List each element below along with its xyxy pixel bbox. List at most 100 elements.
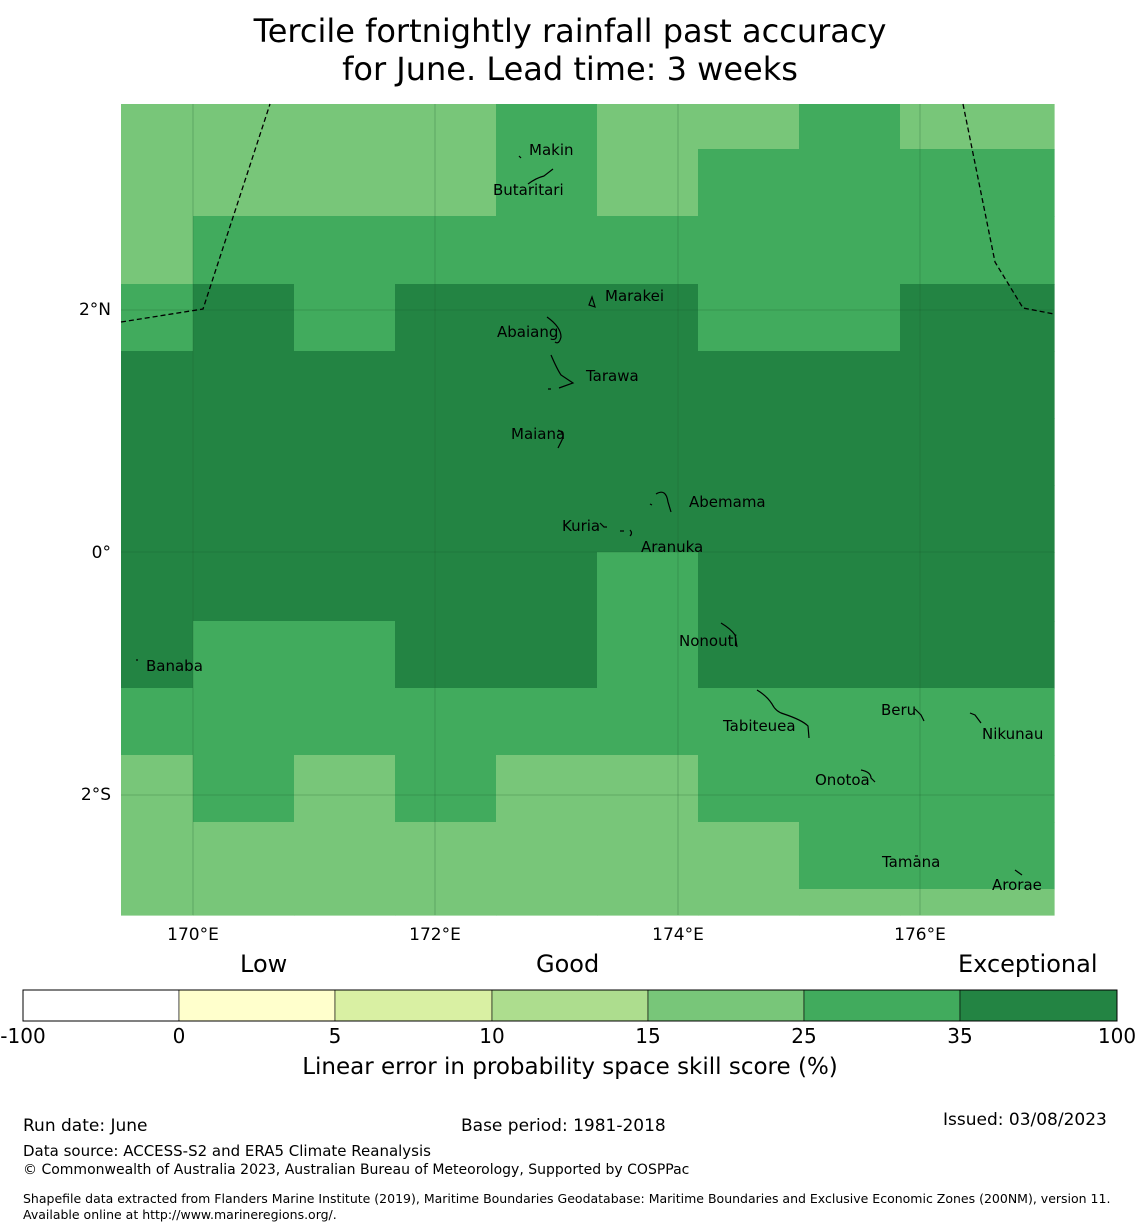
skill-cell: [698, 418, 800, 486]
colorbar-segment: [647, 989, 805, 1022]
skill-cell: [698, 216, 800, 285]
skill-cell: [395, 822, 497, 890]
colorbar: [22, 989, 1118, 1022]
skill-cell: [294, 822, 396, 890]
place-label: Abemama: [689, 493, 766, 511]
place-label: Nonouti: [679, 632, 738, 650]
skill-cell: [900, 485, 1055, 553]
skill-cell: [395, 418, 497, 486]
skill-cell: [496, 621, 598, 689]
x-tick-label: 176°E: [894, 925, 946, 945]
place-label: Onotoa: [815, 771, 870, 789]
eez-boundaries: [120, 103, 1055, 323]
skill-cell: [496, 216, 598, 285]
skill-cell: [193, 216, 295, 285]
skill-cell: [698, 552, 800, 622]
skill-cell: [121, 621, 194, 689]
skill-cell: [698, 822, 800, 890]
skill-cell: [294, 889, 396, 916]
chart-title-line-2: for June. Lead time: 3 weeks: [342, 50, 798, 88]
skill-cell: [395, 216, 497, 285]
place-label: Tamana: [881, 853, 940, 871]
skill-cell: [799, 755, 901, 823]
skill-cell: [900, 284, 1055, 352]
skill-cell: [121, 552, 194, 622]
skill-cell: [496, 822, 598, 890]
colorbar-tick-label: 25: [791, 1024, 817, 1048]
skill-cell: [597, 822, 699, 890]
skill-cell: [294, 149, 396, 217]
skill-cell: [193, 822, 295, 890]
skill-cell: [496, 284, 598, 352]
skill-cell: [799, 485, 901, 553]
colorbar-outline: [22, 989, 1118, 1022]
x-tick-label: 174°E: [652, 925, 704, 945]
skill-cell: [121, 216, 194, 285]
chart-title-line-1: Tercile fortnightly rainfall past accura…: [253, 12, 887, 50]
skill-cell: [698, 485, 800, 553]
skill-cell: [900, 216, 1055, 285]
skill-cell: [799, 552, 901, 622]
place-label: Marakei: [605, 287, 664, 305]
data-source: Data source: ACCESS-S2 and ERA5 Climate …: [23, 1142, 431, 1160]
colorbar-tick-label: -100: [0, 1024, 46, 1048]
issued-date: Issued: 03/08/2023: [943, 1110, 1107, 1130]
skill-cell: [900, 149, 1055, 217]
skill-cell: [900, 688, 1055, 756]
skill-cell: [597, 621, 699, 689]
skill-cell: [395, 351, 497, 419]
colorbar-tick-label: 0: [172, 1024, 186, 1048]
colorbar-segment: [803, 989, 961, 1022]
skill-cell: [799, 284, 901, 352]
skill-cell: [193, 104, 295, 150]
place-label: Butaritari: [493, 181, 564, 199]
skill-cell: [121, 688, 194, 756]
skill-cell: [193, 418, 295, 486]
skill-cell: [294, 284, 396, 352]
skill-cell: [395, 621, 497, 689]
place-label: Banaba: [146, 657, 203, 675]
skill-cell: [900, 418, 1055, 486]
colorbar-tick-label: 35: [947, 1024, 973, 1048]
skill-cell: [900, 755, 1055, 823]
skill-cell: [698, 104, 800, 150]
island-outlines: [136, 155, 1023, 876]
skill-cell: [496, 688, 598, 756]
skill-cell: [121, 822, 194, 890]
colorbar-segment: [178, 989, 336, 1022]
run-date: Run date: June: [23, 1116, 148, 1136]
skill-cell: [121, 755, 194, 823]
skill-cell: [294, 485, 396, 553]
colorbar-tick-label: 5: [328, 1024, 342, 1048]
axis-tick-labels: 170°E 172°E 174°E 176°E 2°N 0° 2°S: [79, 300, 946, 945]
skill-cell: [193, 755, 295, 823]
skill-cell: [395, 149, 497, 217]
skill-cell: [294, 621, 396, 689]
skill-cell: [698, 149, 800, 217]
skill-cell: [496, 889, 598, 916]
skill-cell: [597, 552, 699, 622]
skill-cell: [597, 216, 699, 285]
skill-cell: [799, 621, 901, 689]
place-label: Beru: [881, 701, 916, 719]
colorbar-tick-label: 15: [635, 1024, 661, 1048]
skill-cell: [496, 485, 598, 553]
skill-cell: [597, 889, 699, 916]
colorbar-segment: [334, 989, 493, 1022]
shapefile-credit: Shapefile data extracted from Flanders M…: [23, 1191, 1111, 1222]
skill-cell: [597, 418, 699, 486]
place-label: Kuria: [562, 517, 600, 535]
place-label: Arorae: [992, 876, 1042, 894]
colorbar-segment: [22, 989, 180, 1022]
colorbar-label-exceptional: Exceptional: [958, 950, 1098, 978]
skill-cell: [597, 688, 699, 756]
skill-cell: [496, 552, 598, 622]
skill-cell: [395, 889, 497, 916]
skill-cell: [799, 149, 901, 217]
skill-cell: [121, 889, 194, 916]
colorbar-segment: [959, 989, 1118, 1022]
place-label: Maiana: [511, 425, 565, 443]
colorbar-caption: Linear error in probability space skill …: [302, 1054, 838, 1080]
skill-cell: [597, 284, 699, 352]
skill-cell: [395, 104, 497, 150]
